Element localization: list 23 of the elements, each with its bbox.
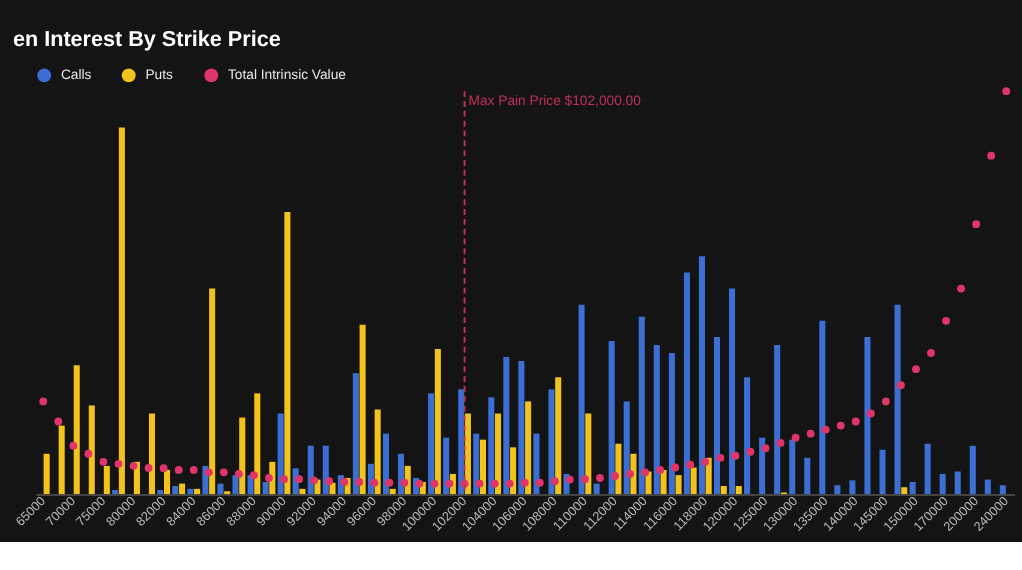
bar [43,453,50,495]
bar [172,486,179,495]
bar [675,475,682,495]
bar [720,486,727,495]
bar [999,485,1006,495]
bar [924,443,931,495]
bar [834,485,841,495]
bar [299,488,306,495]
bar [849,480,856,495]
bar [901,487,908,495]
bar [179,483,186,495]
bar [217,483,224,495]
bar [939,473,946,495]
bar [194,488,201,495]
bar [187,488,194,495]
bar [804,457,811,495]
bar [879,449,886,495]
bar [954,471,961,495]
bar [969,445,976,495]
bar [909,481,916,495]
bar [984,479,991,495]
chart-title: en Interest By Strike Price [13,27,281,52]
bar [735,486,742,495]
